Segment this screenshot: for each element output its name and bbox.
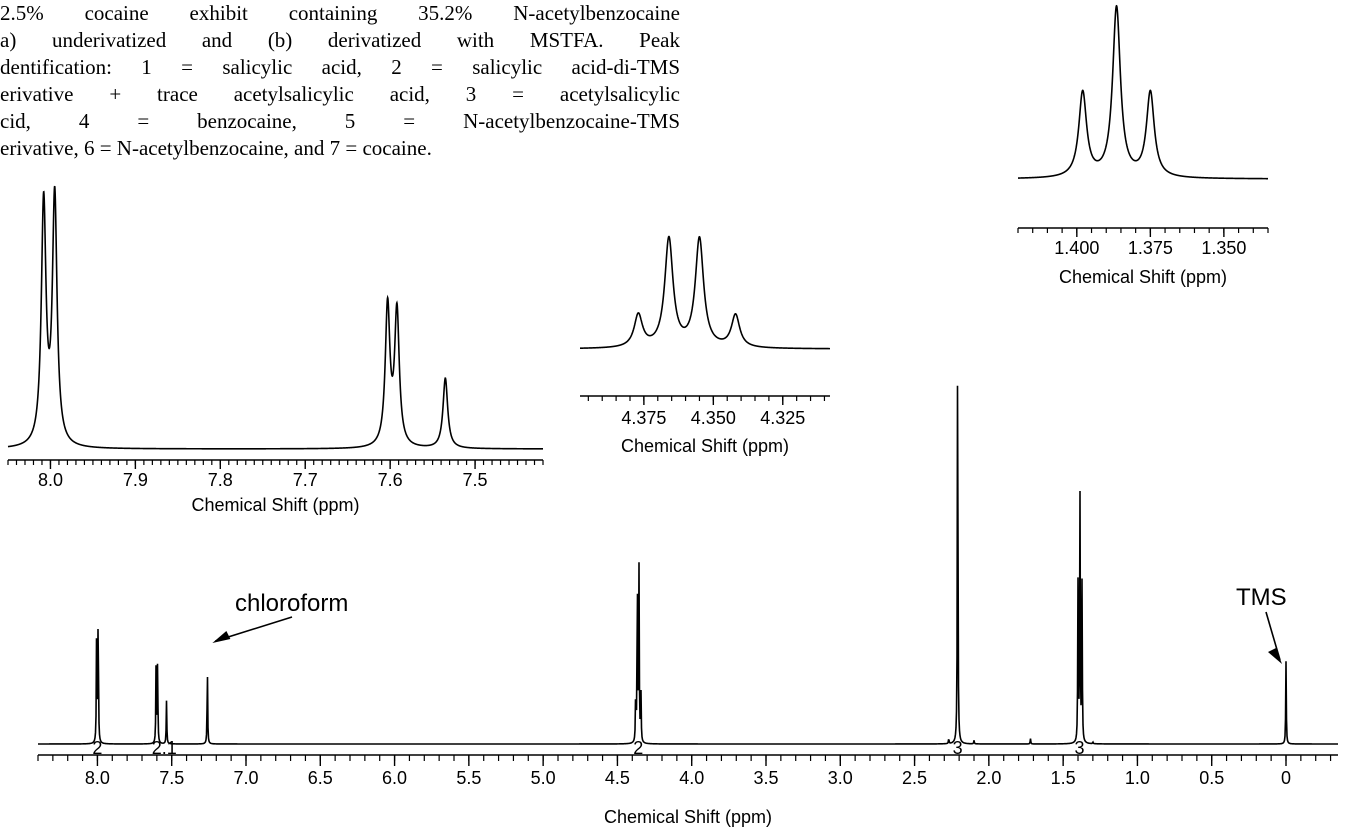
inset_quartet-plot: 4.375 4.350 4.325 Chemical Shift (ppm) <box>580 235 830 456</box>
inset_quartet-tick-label: 4.350 <box>691 408 736 428</box>
inset_aromatic-x-axis-label: Chemical Shift (ppm) <box>191 495 359 515</box>
main_spectrum-tick-label: 1.0 <box>1125 768 1150 788</box>
inset_quartet-x-axis-label: Chemical Shift (ppm) <box>621 436 789 456</box>
inset_aromatic-tick-label: 7.7 <box>293 470 318 490</box>
integral-label: 2 <box>633 738 643 758</box>
main_spectrum-tick-label: 8.0 <box>85 768 110 788</box>
inset_quartet-trace <box>580 235 830 350</box>
inset_aromatic-tick-label: 7.9 <box>123 470 148 490</box>
caption-line: dentification: 1 = salicylic acid, 2 = s… <box>0 55 680 79</box>
integral-label: 2 <box>92 738 102 758</box>
caption-line: erivative, 6 = N-acetylbenzocaine, and 7… <box>0 136 432 160</box>
tms-annotation: TMS <box>1236 584 1287 611</box>
main_spectrum-tick-label: 6.5 <box>308 768 333 788</box>
main_spectrum-tick-label: 2.0 <box>976 768 1001 788</box>
inset_aromatic-trace <box>7 185 543 450</box>
main_spectrum-tick-label: 0.5 <box>1199 768 1224 788</box>
tms-arrow-line <box>1265 611 1281 661</box>
inset_triplet-tick-label: 1.375 <box>1128 238 1173 258</box>
chloroform-annotation: chloroform <box>235 590 348 617</box>
inset_aromatic-tick-label: 8.0 <box>38 470 63 490</box>
integral-label: 2.1 <box>152 738 177 758</box>
caption-line: 2.5% cocaine exhibit containing 35.2% N-… <box>0 1 680 25</box>
inset_aromatic-tick-label: 7.5 <box>463 470 488 490</box>
main_spectrum-tick-label: 7.0 <box>233 768 258 788</box>
tms-arrow-head <box>1268 648 1282 664</box>
main_spectrum-tick-label: 4.0 <box>679 768 704 788</box>
main_spectrum-tick-label: 5.5 <box>456 768 481 788</box>
caption-line: a) underivatized and (b) derivatized wit… <box>0 28 680 52</box>
inset_quartet-tick-label: 4.375 <box>621 408 666 428</box>
main_spectrum-plot: 8.0 7.5 7.0 6.5 6.0 5.5 5.0 4.5 4.0 3.5 3.0 2.5 2.0 1… <box>37 385 1338 827</box>
main_spectrum-tick-label: 3.0 <box>828 768 853 788</box>
main_spectrum-tick-label: 2.5 <box>902 768 927 788</box>
main_spectrum-tick-label: 1.5 <box>1051 768 1076 788</box>
main_spectrum-x-axis-label: Chemical Shift (ppm) <box>604 807 772 827</box>
main_spectrum-tick-label: 7.5 <box>159 768 184 788</box>
figure-caption: 2.5% cocaine exhibit containing 35.2% N-… <box>0 0 680 162</box>
inset_triplet-trace <box>1018 4 1268 180</box>
main_spectrum-tick-label: 3.5 <box>753 768 778 788</box>
inset_triplet-tick-label: 1.400 <box>1054 238 1099 258</box>
inset_quartet-tick-label: 4.325 <box>760 408 805 428</box>
main_spectrum-tick-label: 5.0 <box>531 768 556 788</box>
integral-label: 3 <box>1074 738 1084 758</box>
caption-line: cid, 4 = benzocaine, 5 = N-acetylbenzoca… <box>0 109 680 133</box>
inset_aromatic-plot: 8.0 7.9 7.8 7.7 7.6 7.5 Chemical Shift (ppm) <box>7 185 544 515</box>
inset_triplet-x-axis-label: Chemical Shift (ppm) <box>1059 267 1227 287</box>
inset_aromatic-tick-label: 7.8 <box>208 470 233 490</box>
inset_aromatic-tick-label: 7.6 <box>378 470 403 490</box>
main_spectrum-tick-label: 4.5 <box>605 768 630 788</box>
main_spectrum-tick-label: 0 <box>1281 768 1291 788</box>
caption-line: erivative + trace acetylsalicylic acid, … <box>0 82 680 106</box>
main_spectrum-trace <box>38 385 1338 745</box>
integral-label: 3 <box>953 738 963 758</box>
main_spectrum-tick-label: 6.0 <box>382 768 407 788</box>
inset_triplet-tick-label: 1.350 <box>1201 238 1246 258</box>
chloroform-arrow-head <box>212 631 231 643</box>
inset_triplet-plot: 1.400 1.375 1.350 Chemical Shift (ppm) <box>1017 4 1269 287</box>
